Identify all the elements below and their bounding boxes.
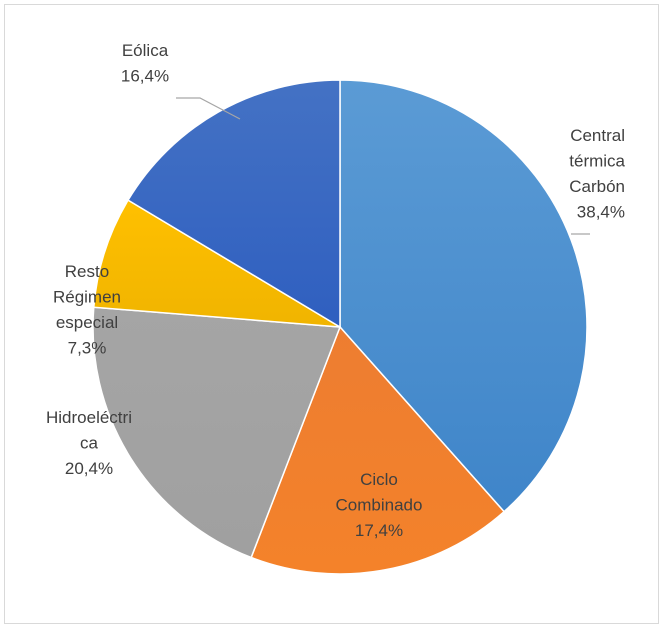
slice-name-label: Carbón [569,177,625,196]
pie-chart: Central térmica Carbón 38,4% Ciclo Combinado 1… [46,41,626,575]
pie-slices [92,79,588,575]
slice-name-label: Resto [65,262,109,281]
slice-name-label: especial [56,313,118,332]
slice-label-1: Central térmica Carbón 38,4% [569,126,625,222]
slice-name-label: térmica [569,152,625,171]
slice-label-2: Ciclo Combinado 17,4% [336,470,423,540]
leader-lines [176,97,590,235]
slice-name-label: Central [570,126,625,145]
slice-value-label: 20,4% [65,459,113,478]
pie-slice-5 [127,79,341,329]
slice-value-label: 7,3% [68,339,107,358]
pie-slice-4 [92,199,341,328]
leader-line-5 [176,97,241,120]
slice-value-label: 17,4% [355,521,403,540]
slice-name-label: Ciclo [360,470,398,489]
slice-name-label: Combinado [336,496,423,515]
slice-labels: Central térmica Carbón 38,4% Ciclo Combinado 1… [46,41,626,540]
slice-label-5: Eólica 16,4% [121,41,169,86]
pie-slice-1 [339,79,588,513]
slice-label-4: Resto Régimen especial 7,3% [53,262,121,358]
slice-name-label: Eólica [122,41,169,60]
chart-area: Central térmica Carbón 38,4% Ciclo Combinado 1… [4,4,659,624]
pie-slice-3 [92,306,342,559]
pie-slice-2 [250,325,506,575]
slice-value-label: 38,4% [577,203,625,222]
slice-name-label: Hidroeléctri [46,408,132,427]
slice-name-label: Régimen [53,288,121,307]
slice-name-label: ca [80,434,99,453]
slice-value-label: 16,4% [121,67,169,86]
slice-label-3: Hidroeléctri ca 20,4% [46,408,132,478]
